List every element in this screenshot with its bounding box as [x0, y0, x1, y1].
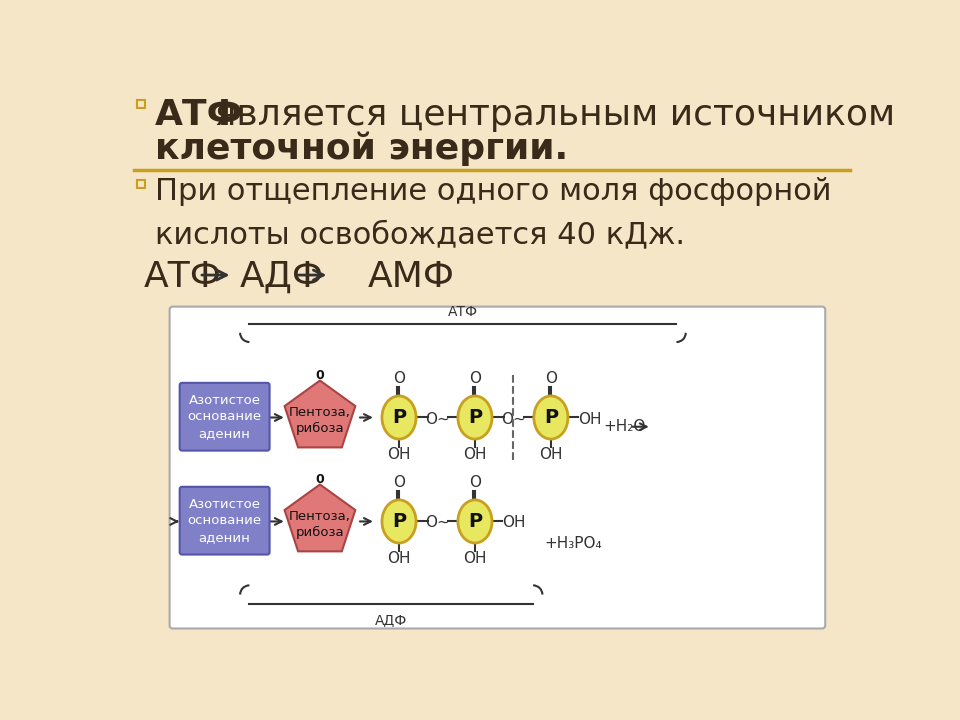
- Text: O~: O~: [425, 516, 450, 531]
- Text: АМФ: АМФ: [368, 260, 455, 294]
- Text: O: O: [468, 475, 481, 490]
- Text: P: P: [468, 512, 482, 531]
- FancyBboxPatch shape: [180, 487, 270, 554]
- Text: O~: O~: [501, 412, 526, 426]
- Text: 0: 0: [316, 369, 324, 382]
- Text: является центральным источником: является центральным источником: [203, 98, 895, 132]
- Text: O~: O~: [425, 412, 450, 426]
- Text: При отщепление одного моля фосфорной
кислоты освобождается 40 кДж.: При отщепление одного моля фосфорной кис…: [155, 177, 831, 249]
- Ellipse shape: [458, 500, 492, 543]
- Text: OH: OH: [387, 447, 411, 462]
- Ellipse shape: [382, 500, 416, 543]
- Text: P: P: [543, 408, 558, 427]
- FancyBboxPatch shape: [180, 383, 270, 451]
- Text: Пентоза,
рибоза: Пентоза, рибоза: [289, 406, 351, 435]
- Text: Пентоза,
рибоза: Пентоза, рибоза: [289, 510, 351, 539]
- Text: OH: OH: [502, 516, 525, 531]
- Text: клеточной энергии.: клеточной энергии.: [155, 131, 568, 166]
- Text: OH: OH: [463, 551, 487, 566]
- Text: O: O: [393, 372, 405, 387]
- Ellipse shape: [534, 396, 568, 439]
- Bar: [137, 100, 145, 108]
- Text: 0: 0: [316, 473, 324, 487]
- Text: O: O: [468, 372, 481, 387]
- Text: АТФ: АТФ: [155, 98, 244, 132]
- Text: OH: OH: [540, 447, 563, 462]
- Text: Азотистое
основание
аденин: Азотистое основание аденин: [187, 498, 262, 544]
- Text: +H₂O: +H₂O: [604, 419, 646, 434]
- Ellipse shape: [382, 396, 416, 439]
- Text: АТФ: АТФ: [143, 260, 221, 294]
- Text: O: O: [393, 475, 405, 490]
- Text: АДФ: АДФ: [375, 613, 407, 627]
- Text: OH: OH: [463, 447, 487, 462]
- Text: OH: OH: [578, 412, 601, 426]
- Text: P: P: [392, 512, 406, 531]
- Text: O: O: [545, 372, 557, 387]
- Text: P: P: [392, 408, 406, 427]
- Polygon shape: [284, 485, 355, 552]
- Text: P: P: [468, 408, 482, 427]
- Bar: [137, 180, 145, 188]
- Text: Азотистое
основание
аденин: Азотистое основание аденин: [187, 394, 262, 440]
- Text: АТФ: АТФ: [448, 305, 478, 319]
- Text: +H₃PO₄: +H₃PO₄: [544, 536, 602, 551]
- FancyBboxPatch shape: [170, 307, 826, 629]
- Polygon shape: [284, 381, 355, 447]
- Text: АДФ: АДФ: [240, 260, 324, 294]
- Text: OH: OH: [387, 551, 411, 566]
- Ellipse shape: [458, 396, 492, 439]
